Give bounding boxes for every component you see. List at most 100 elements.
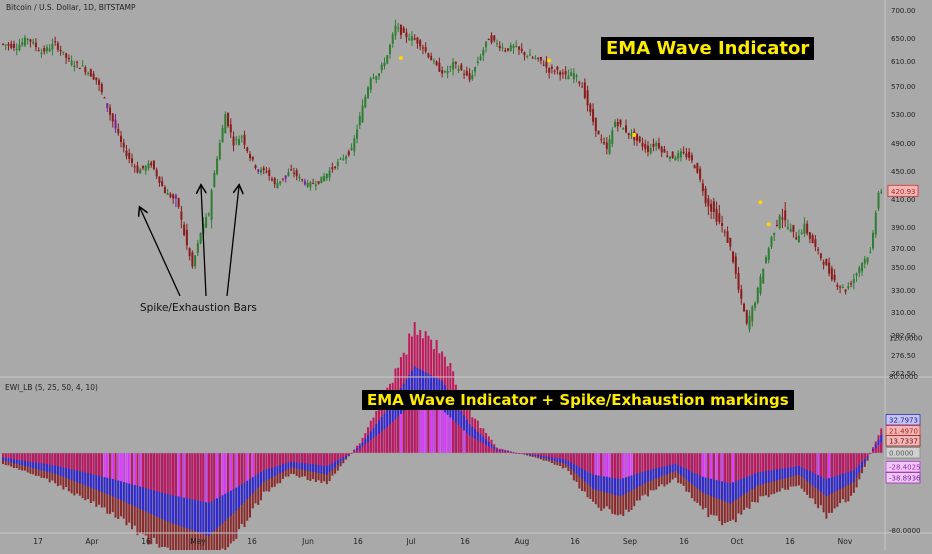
wave-inner-bar bbox=[81, 453, 84, 472]
candle bbox=[581, 86, 584, 88]
candle bbox=[281, 178, 284, 180]
candle bbox=[188, 248, 191, 257]
wave-inner-bar bbox=[224, 453, 227, 494]
wave-inner-bar bbox=[254, 453, 257, 476]
candle bbox=[199, 232, 202, 244]
candle bbox=[589, 104, 592, 113]
candle bbox=[177, 198, 180, 207]
candle bbox=[32, 41, 35, 44]
wave-inner-bar bbox=[59, 453, 62, 467]
candle bbox=[427, 53, 430, 58]
wave-inner-bar bbox=[103, 453, 106, 478]
wave-inner-bar bbox=[737, 453, 740, 481]
wave-inner-bar bbox=[246, 453, 249, 481]
wave-inner-bar bbox=[268, 453, 271, 469]
candle bbox=[723, 231, 726, 233]
wave-inner-bar bbox=[270, 453, 273, 468]
wave-inner-bar bbox=[641, 453, 644, 473]
candle bbox=[331, 167, 334, 170]
wave-inner-bar bbox=[855, 453, 858, 468]
wave-inner-bar bbox=[312, 453, 315, 465]
wave-inner-bar bbox=[100, 453, 103, 477]
candle bbox=[608, 139, 611, 154]
candle bbox=[646, 145, 649, 152]
candle bbox=[603, 141, 606, 144]
wave-inner-bar bbox=[668, 453, 671, 466]
candle bbox=[139, 169, 142, 174]
wave-inner-bar bbox=[498, 451, 501, 453]
candle bbox=[583, 82, 586, 98]
wave-inner-bar bbox=[279, 453, 282, 466]
candle bbox=[375, 76, 378, 80]
candle bbox=[238, 139, 241, 146]
wave-inner-bar bbox=[721, 453, 724, 482]
candle bbox=[65, 53, 68, 58]
wave-inner-bar bbox=[572, 453, 575, 465]
wave-inner-bar bbox=[443, 412, 446, 453]
candle bbox=[279, 181, 282, 184]
candle bbox=[561, 72, 564, 74]
candle bbox=[7, 43, 10, 46]
candle bbox=[4, 44, 7, 46]
candle bbox=[872, 232, 875, 249]
candle bbox=[270, 178, 273, 181]
wave-inner-bar bbox=[65, 453, 68, 468]
candle bbox=[21, 42, 24, 46]
wave-inner-bar bbox=[452, 420, 455, 453]
wave-inner-bar bbox=[844, 453, 847, 473]
wave-inner-bar bbox=[106, 453, 109, 478]
candle bbox=[336, 161, 339, 166]
candle bbox=[663, 149, 666, 153]
candle bbox=[737, 273, 740, 290]
candle bbox=[180, 211, 183, 220]
wave-inner-bar bbox=[383, 429, 386, 453]
candle bbox=[644, 144, 647, 149]
indicator-value-label: 13.7337 bbox=[889, 438, 918, 446]
time-tick-label: Sep bbox=[623, 537, 637, 546]
candle bbox=[292, 172, 295, 174]
wave-inner-bar bbox=[56, 453, 59, 466]
wave-inner-bar bbox=[559, 453, 562, 459]
candle bbox=[471, 75, 474, 80]
wave-inner-bar bbox=[781, 453, 784, 469]
candle bbox=[306, 182, 309, 187]
candle bbox=[361, 105, 364, 123]
candle bbox=[611, 130, 614, 144]
spike-dot bbox=[547, 58, 552, 63]
wave-inner-bar bbox=[76, 453, 79, 471]
wave-inner-bar bbox=[767, 453, 770, 471]
wave-inner-bar bbox=[479, 441, 482, 453]
wave-inner-bar bbox=[421, 403, 424, 453]
wave-inner-bar bbox=[287, 453, 290, 463]
wave-inner-bar bbox=[828, 453, 831, 479]
wave-inner-bar bbox=[336, 453, 339, 461]
candle bbox=[380, 64, 383, 71]
wave-inner-bar bbox=[690, 453, 693, 472]
candle bbox=[539, 56, 542, 61]
candle bbox=[26, 38, 29, 40]
candle bbox=[674, 157, 677, 161]
wave-inner-bar bbox=[603, 453, 606, 477]
candle bbox=[364, 96, 367, 108]
candle bbox=[572, 73, 575, 80]
candle bbox=[235, 139, 238, 141]
wave-inner-bar bbox=[863, 453, 866, 460]
wave-inner-bar bbox=[292, 453, 295, 462]
candle bbox=[553, 70, 556, 72]
wave-inner-bar bbox=[688, 453, 691, 471]
wave-inner-bar bbox=[710, 453, 713, 479]
wave-inner-bar bbox=[243, 453, 246, 483]
wave-inner-bar bbox=[608, 453, 611, 478]
wave-inner-bar bbox=[229, 453, 232, 491]
candle bbox=[454, 62, 457, 64]
wave-inner-bar bbox=[232, 453, 235, 490]
wave-inner-bar bbox=[487, 446, 490, 453]
wave-inner-bar bbox=[795, 453, 798, 467]
candle bbox=[314, 184, 317, 187]
candle bbox=[257, 169, 260, 172]
candle bbox=[117, 128, 120, 134]
candle bbox=[759, 276, 762, 294]
candle bbox=[413, 38, 416, 40]
wave-inner-bar bbox=[413, 401, 416, 453]
spike-annotation: Spike/Exhaustion Bars bbox=[140, 302, 257, 314]
